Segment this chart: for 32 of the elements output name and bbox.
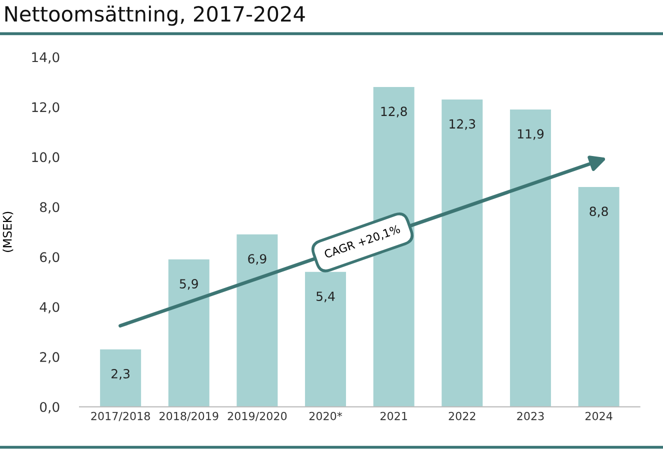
x-tick-label: 2024: [585, 412, 612, 420]
bar: [236, 234, 278, 407]
x-tick-label: 2019/2020: [228, 412, 287, 422]
chart-title: Nettoomsättning, 2017-2024: [5, 6, 305, 26]
bar: [100, 349, 142, 407]
y-tick-label: 6,0: [40, 252, 60, 264]
data-label: 12,3: [450, 119, 476, 130]
y-axis-title: (MSEK): [2, 212, 14, 252]
x-tick-label: 2018/2019: [160, 412, 218, 422]
y-tick-label: 14,0: [32, 52, 60, 64]
x-tick-label: 2021: [380, 412, 407, 420]
y-tick-label: 4,0: [40, 302, 60, 314]
data-label: 5,9: [180, 279, 198, 290]
data-label: 6,9: [248, 254, 266, 265]
data-label: 11,9: [518, 129, 544, 140]
data-label: 12,8: [381, 106, 407, 118]
bar: [578, 186, 620, 407]
y-tick-label: 12,0: [32, 102, 60, 114]
x-tick-label: 2017/2018: [91, 412, 150, 422]
y-tick-label: 0,0: [40, 402, 60, 414]
bar: [168, 259, 210, 407]
bar: [510, 109, 551, 407]
x-tick-label: 2023: [517, 412, 544, 420]
data-label: 2,3: [112, 368, 130, 380]
data-label: 8,8: [590, 206, 608, 218]
x-tick-label: 2022: [448, 412, 476, 420]
data-label: 5,4: [316, 292, 335, 302]
y-tick-label: 10,0: [32, 152, 60, 164]
x-tick-label: 2020*: [309, 412, 342, 420]
y-tick-label: 2,0: [40, 352, 60, 364]
y-tick-label: 8,0: [40, 202, 60, 214]
bar: [442, 99, 483, 407]
